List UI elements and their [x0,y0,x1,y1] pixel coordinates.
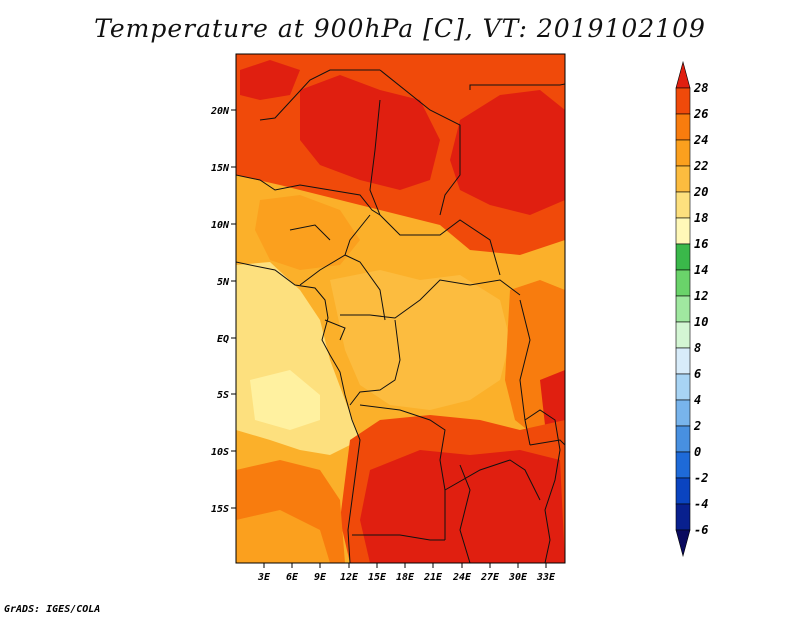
colorbar-segment [675,243,691,271]
colorbar-label: 10 [694,315,708,329]
colorbar-segment [675,529,691,558]
colorbar-label: 18 [694,211,708,225]
colorbar-label: 12 [694,289,708,303]
lat-tick-label: 5S [217,390,229,401]
colorbar-label: 0 [694,445,701,459]
colorbar-segment [675,477,691,505]
colorbar-label: 8 [694,341,701,355]
colorbar-segment [675,503,691,531]
map-frame [235,53,566,564]
credit-text: GrADS: IGES/COLA [4,604,101,615]
lon-tick-label: 12E [340,572,359,583]
colorbar-segment [675,347,691,375]
lon-tick-label: 6E [286,572,299,583]
colorbar-label: 26 [693,107,708,121]
lat-tick-label: 5N [217,277,230,288]
lon-tick-label: 27E [480,572,500,583]
colorbar-label: 22 [693,159,708,173]
lat-tick-label: 15S [211,504,229,515]
longitude-axis: 3E 6E 9E 12E 15E 18E 21E 24E 27E 30E 33E [257,563,556,583]
lat-tick-label: EQ [217,334,229,345]
colorbar-segment [675,217,691,245]
lon-tick-label: 24E [452,572,472,583]
colorbar-segment [675,165,691,193]
colorbar-segment [675,60,691,89]
colorbar-segment [675,451,691,479]
colorbar-segment [675,191,691,219]
colorbar-label: -4 [694,497,708,511]
latitude-axis: 20N 15N 10N 5N EQ 5S 10S 15S [210,106,236,515]
colorbar-segment [675,113,691,141]
lon-tick-label: 15E [368,572,387,583]
lat-tick-label: 15N [211,163,230,174]
lon-tick-label: 9E [314,572,327,583]
lat-tick-label: 10N [211,220,230,231]
lon-tick-label: 3E [257,572,271,583]
lat-tick-label: 20N [210,106,230,117]
colorbar-label: 14 [694,263,708,277]
colorbar-label: 16 [694,237,708,251]
colorbar-segment [675,269,691,297]
map-title: Temperature at 900hPa [C], VT: 201910210… [94,14,706,43]
temperature-field [236,54,565,563]
colorbar-label: -6 [694,523,708,537]
colorbar-segment [675,321,691,349]
colorbar-label: 20 [693,185,708,199]
colorbar-segment [675,87,691,115]
colorbar-segment [675,425,691,453]
lon-tick-label: 33E [536,572,556,583]
colorbar-segment [675,399,691,427]
lat-tick-label: 10S [211,447,229,458]
country-borders [236,69,565,563]
colorbar-label: 2 [693,419,701,433]
colorbar-label: -2 [694,471,708,485]
colorbar-label: 24 [693,133,708,147]
colorbar-segment [675,373,691,401]
colorbar-label: 4 [694,393,701,407]
lon-tick-label: 18E [396,572,415,583]
colorbar-label: 28 [693,81,708,95]
colorbar-segment [675,295,691,323]
colorbar-segment [675,139,691,167]
colorbar-label: 6 [694,367,701,381]
lon-tick-label: 30E [508,572,528,583]
lon-tick-label: 21E [423,572,443,583]
